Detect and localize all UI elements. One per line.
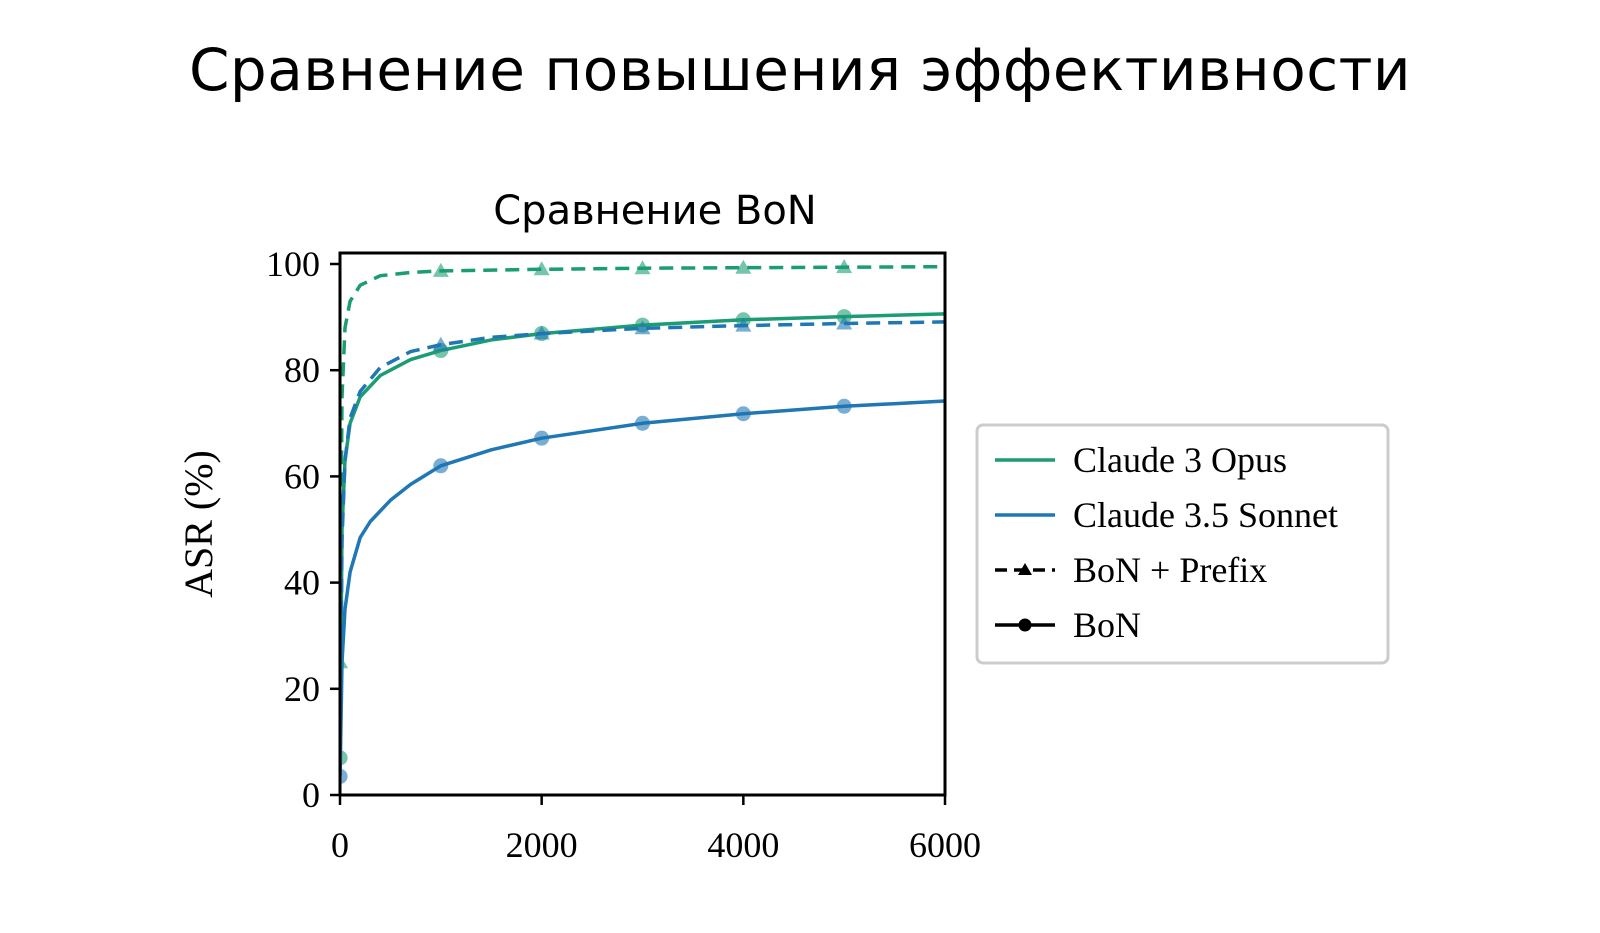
marker-claude-3-5-sonnet-bon: [433, 458, 449, 474]
marker-claude-3-5-sonnet-bon: [635, 415, 650, 431]
marker-claude-3-opus-bon-prefix: [634, 260, 651, 275]
marker-claude-3-5-sonnet-bon-prefix: [634, 320, 651, 335]
marker-claude-3-5-sonnet-bon-prefix: [432, 336, 449, 351]
series-line-claude-3-opus-bon: [340, 312, 945, 758]
legend-box: [975, 423, 1390, 665]
legend-label: BoN + Prefix: [1073, 550, 1267, 590]
marker-claude-3-5-sonnet-bon: [735, 406, 751, 422]
x-tick-label: 4000: [707, 825, 779, 865]
x-tick-label: 0: [331, 825, 349, 865]
series-line-claude-3-5-sonnet-bon: [340, 399, 945, 777]
legend: Claude 3 Opus Claude 3.5 Sonnet BoN + Pref…: [975, 423, 1390, 665]
y-tick-label: 0: [302, 775, 320, 815]
legend-item-bon-prefix: BoN + Prefix: [995, 550, 1267, 590]
series-line-claude-3-5-sonnet-bon-prefix: [340, 320, 945, 769]
marker-claude-3-opus-bon-prefix: [533, 261, 550, 276]
series-layer: [340, 259, 945, 784]
x-tick-label: 6000: [909, 825, 981, 865]
tick-layer: 0 2000 4000 6000 0 20 40 60 80 100: [266, 244, 981, 865]
marker-claude-3-5-sonnet-bon: [534, 430, 550, 446]
y-tick-label: 20: [284, 669, 320, 709]
marker-claude-3-5-sonnet-bon-prefix: [836, 315, 853, 330]
y-tick-label: 100: [266, 244, 320, 284]
legend-label: BoN: [1073, 605, 1141, 645]
marker-claude-3-5-sonnet-bon-prefix: [735, 317, 752, 332]
slide-title: Сравнение повышения эффективности: [188, 36, 1412, 104]
legend-label: Claude 3.5 Sonnet: [1073, 495, 1338, 535]
marker-claude-3-opus-bon-prefix: [432, 262, 449, 277]
marker-claude-3-opus-bon-prefix: [836, 259, 853, 274]
y-tick-label: 60: [284, 456, 320, 496]
marker-claude-3-5-sonnet-bon: [340, 768, 348, 784]
legend-item-claude-3-opus: Claude 3 Opus: [995, 440, 1287, 480]
legend-item-bon: BoN: [995, 605, 1141, 645]
legend-triangle-marker: [1018, 563, 1032, 575]
y-axis-label: ASR (%): [176, 450, 221, 598]
y-tick-label: 40: [284, 563, 320, 603]
marker-claude-3-opus-bon-prefix: [735, 259, 752, 274]
marker-claude-3-5-sonnet-bon-prefix: [533, 325, 550, 340]
series-line-claude-3-opus-bon-prefix: [340, 264, 945, 663]
axes-frame: [338, 251, 947, 797]
chart-title: Сравнение BoN: [493, 188, 817, 234]
legend-item-claude-3-5-sonnet: Claude 3.5 Sonnet: [995, 495, 1338, 535]
y-tick-label: 80: [284, 350, 320, 390]
marker-claude-3-5-sonnet-bon: [836, 398, 852, 414]
legend-circle-marker: [1018, 618, 1032, 632]
x-tick-label: 2000: [506, 825, 578, 865]
legend-label: Claude 3 Opus: [1073, 440, 1287, 480]
